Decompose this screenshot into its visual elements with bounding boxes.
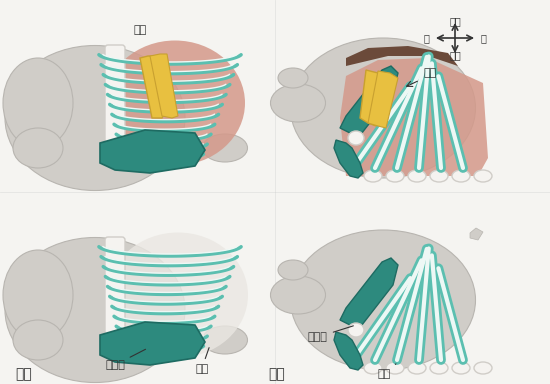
Ellipse shape <box>271 276 326 314</box>
Ellipse shape <box>386 170 404 182</box>
Ellipse shape <box>202 134 248 162</box>
Ellipse shape <box>452 170 470 182</box>
Ellipse shape <box>3 58 73 148</box>
Ellipse shape <box>408 362 426 374</box>
Ellipse shape <box>474 170 492 182</box>
Ellipse shape <box>290 230 476 370</box>
Ellipse shape <box>386 362 404 374</box>
Ellipse shape <box>290 38 476 178</box>
Text: 後: 後 <box>481 33 487 43</box>
Polygon shape <box>334 140 363 178</box>
Text: ヒト: ヒト <box>15 367 32 381</box>
Ellipse shape <box>348 131 364 145</box>
Text: 肩甲骨: 肩甲骨 <box>308 326 353 342</box>
Polygon shape <box>334 332 363 370</box>
FancyBboxPatch shape <box>105 237 125 338</box>
Ellipse shape <box>430 362 448 374</box>
FancyBboxPatch shape <box>105 45 125 146</box>
Ellipse shape <box>108 232 248 358</box>
Text: 腹側: 腹側 <box>449 16 461 26</box>
Text: 肋骨: 肋骨 <box>378 364 396 379</box>
Ellipse shape <box>364 170 382 182</box>
Text: 肋骨: 肋骨 <box>195 348 209 374</box>
Ellipse shape <box>13 128 63 168</box>
Ellipse shape <box>5 45 185 190</box>
Text: カメ: カメ <box>268 367 285 381</box>
Ellipse shape <box>452 362 470 374</box>
Ellipse shape <box>13 320 63 360</box>
Ellipse shape <box>271 84 326 122</box>
Text: 肩甲骨: 肩甲骨 <box>105 349 146 370</box>
Ellipse shape <box>474 362 492 374</box>
Ellipse shape <box>348 323 364 337</box>
Polygon shape <box>346 46 458 66</box>
Ellipse shape <box>408 170 426 182</box>
Text: 前: 前 <box>423 33 429 43</box>
Ellipse shape <box>3 250 73 340</box>
Polygon shape <box>360 70 386 126</box>
Ellipse shape <box>430 170 448 182</box>
Polygon shape <box>340 66 398 138</box>
Polygon shape <box>100 322 205 365</box>
Text: 背側: 背側 <box>449 50 461 60</box>
Polygon shape <box>150 54 178 118</box>
Polygon shape <box>470 228 483 240</box>
Polygon shape <box>140 56 165 118</box>
Ellipse shape <box>202 326 248 354</box>
Polygon shape <box>340 258 398 330</box>
Text: 筋板: 筋板 <box>133 25 147 35</box>
Polygon shape <box>368 71 398 128</box>
Ellipse shape <box>5 237 185 382</box>
Text: 筋板: 筋板 <box>423 68 436 78</box>
Ellipse shape <box>278 260 308 280</box>
Polygon shape <box>340 58 488 176</box>
Ellipse shape <box>364 362 382 374</box>
Ellipse shape <box>278 68 308 88</box>
Polygon shape <box>100 130 205 173</box>
Ellipse shape <box>105 40 245 166</box>
